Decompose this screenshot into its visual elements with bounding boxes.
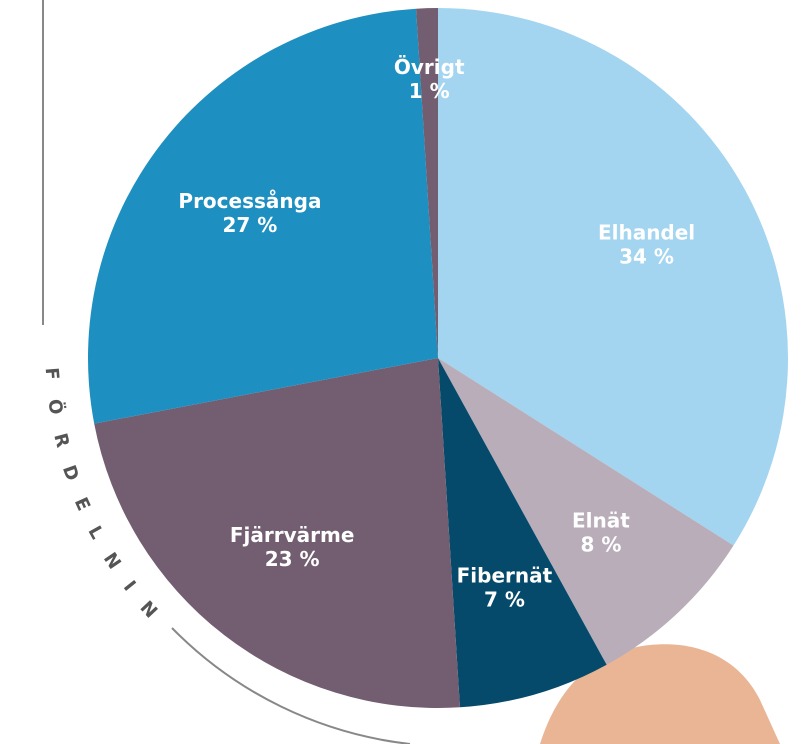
value-label: 34 %	[619, 244, 674, 268]
slice-label: Fibernät	[457, 564, 553, 588]
slice-label: Elhandel	[598, 220, 695, 244]
slice-label: Elnät	[572, 508, 630, 532]
value-label: 7 %	[484, 588, 525, 612]
slice-label: Processånga	[178, 189, 321, 213]
value-label: 8 %	[580, 532, 621, 556]
value-label: 27 %	[223, 213, 278, 237]
slice-label: Fjärrvärme	[230, 523, 355, 547]
chart: FÖRDELNING Elhandel34 %Elnät8 %Fibernät7…	[0, 0, 806, 744]
value-label: 1 %	[409, 79, 450, 103]
slice-label: Övrigt	[394, 55, 465, 79]
value-label: 23 %	[265, 547, 320, 571]
